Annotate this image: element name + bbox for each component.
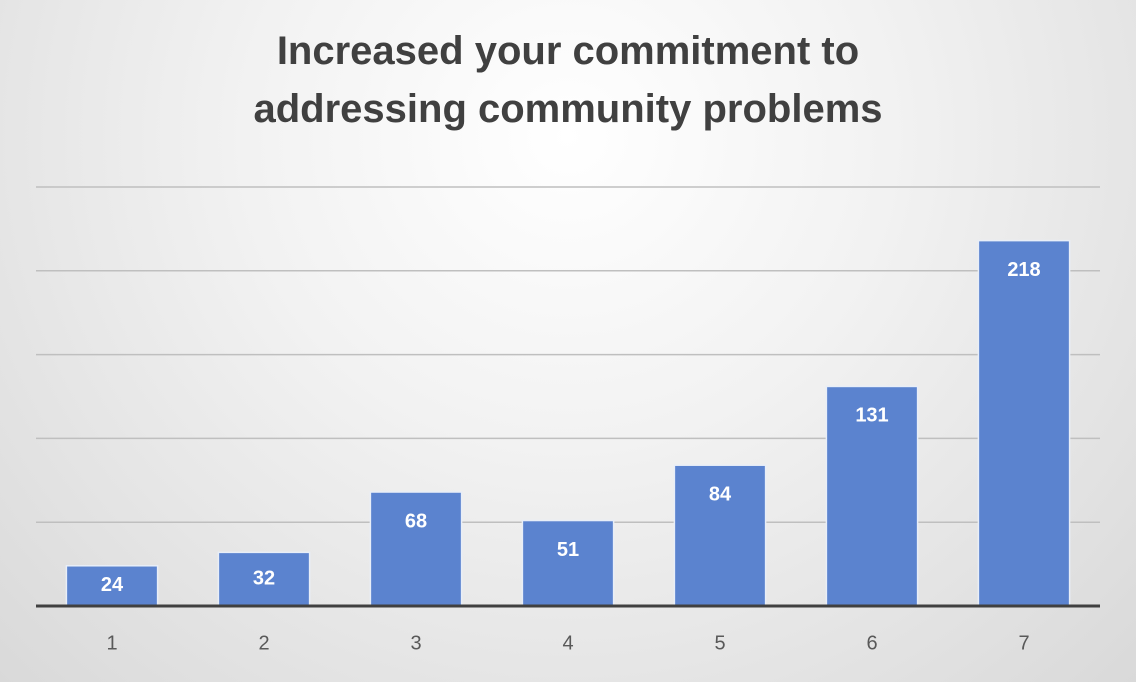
bar [521,519,615,607]
x-tick-label: 4 [562,632,573,654]
bar [673,464,767,607]
data-label: 32 [253,567,275,589]
data-label: 218 [1007,259,1040,281]
x-tick-label: 7 [1018,632,1029,654]
data-label: 51 [557,539,579,561]
x-tick-label: 6 [866,632,877,654]
x-tick-label: 2 [258,632,269,654]
x-tick-label: 3 [410,632,421,654]
data-label: 68 [405,510,427,532]
bar [65,565,159,607]
data-label: 84 [709,483,732,505]
bar [825,385,919,607]
chart-title: Increased your commitment to addressing … [253,29,883,131]
bar [369,491,463,607]
x-tick-label: 5 [714,632,725,654]
bar [217,551,311,607]
x-tick-label: 1 [106,632,117,654]
data-label: 131 [855,405,888,427]
bar [977,239,1071,607]
data-label: 24 [101,574,124,596]
